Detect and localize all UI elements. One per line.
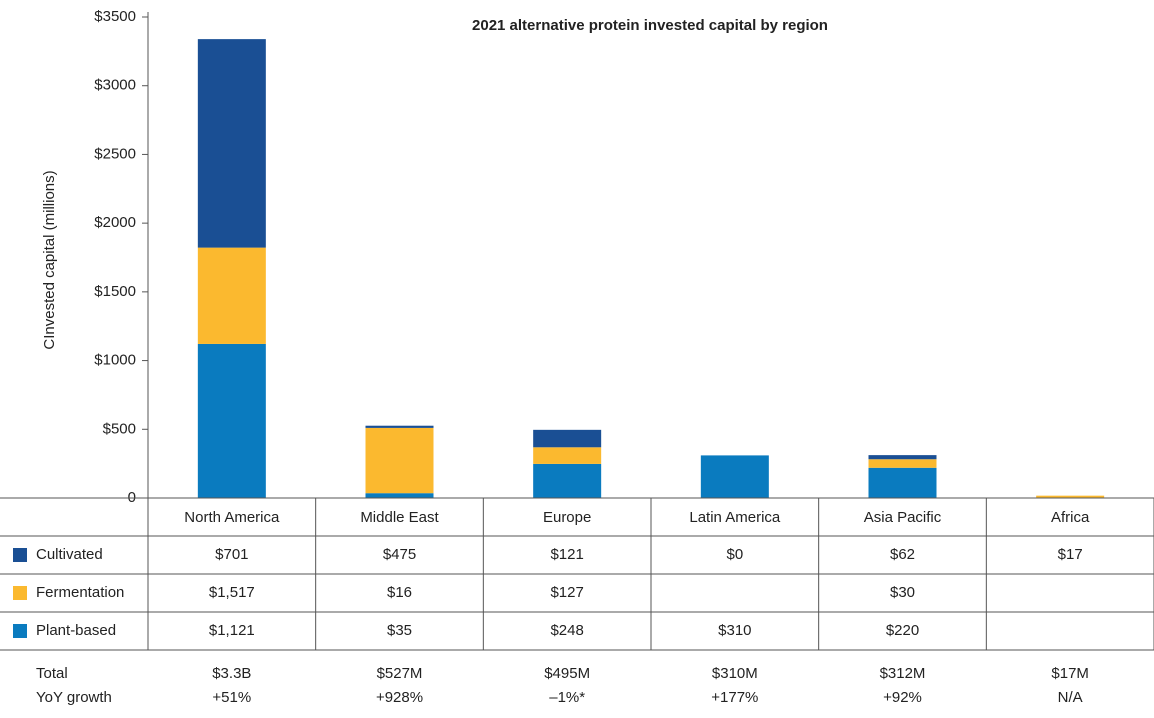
total: $312M (880, 665, 926, 682)
x-tick-label: Africa (1051, 509, 1090, 526)
growth: N/A (1058, 689, 1083, 706)
growth: +92% (883, 689, 922, 706)
bar-segment (365, 425, 434, 428)
table-cell: $30 (890, 584, 915, 601)
bar-segment (533, 447, 602, 464)
table-cell: $701 (215, 546, 248, 563)
x-tick-label: Europe (543, 509, 591, 526)
table-cell: $35 (387, 622, 412, 639)
x-tick-label: Middle East (360, 509, 439, 526)
table-cell: $475 (383, 546, 416, 563)
bar-segment (365, 493, 434, 498)
table-cell: $220 (886, 622, 919, 639)
table-cell: $127 (550, 584, 583, 601)
y-axis-label: CInvested capital (millions) (41, 170, 58, 349)
legend-swatch (13, 548, 27, 562)
y-tick-label: $500 (103, 420, 136, 437)
legend-swatch (13, 624, 27, 638)
growth: –1%* (549, 689, 585, 706)
total-label: Total (36, 665, 68, 682)
table-cell: $121 (550, 546, 583, 563)
legend-label: Plant-based (36, 622, 116, 639)
bar-segment (868, 455, 937, 460)
y-tick-label: $1500 (94, 283, 136, 300)
legend-swatch (13, 586, 27, 600)
table-cell: $1,517 (209, 584, 255, 601)
growth: +177% (711, 689, 758, 706)
growth: +928% (376, 689, 423, 706)
y-tick-label: $2500 (94, 145, 136, 162)
bar-segment (1036, 495, 1105, 498)
y-tick-label: $1000 (94, 352, 136, 369)
growth-label: YoY growth (36, 689, 112, 706)
total: $495M (544, 665, 590, 682)
bar-segment (533, 429, 602, 448)
legend-label: Fermentation (36, 584, 124, 601)
bar-segment (365, 427, 434, 494)
chart-title: 2021 alternative protein invested capita… (472, 17, 828, 34)
bar-segment (533, 463, 602, 498)
table-cell: $248 (550, 622, 583, 639)
total: $17M (1051, 665, 1089, 682)
table-cell: $0 (726, 546, 743, 563)
x-tick-label: North America (184, 509, 280, 526)
bar-segment (197, 39, 266, 248)
bar-segment (868, 467, 937, 498)
bar-segment (700, 455, 769, 498)
bar-segment (868, 459, 937, 468)
bar-segment (197, 247, 266, 344)
total: $310M (712, 665, 758, 682)
total: $527M (377, 665, 423, 682)
y-tick-label: 0 (128, 489, 136, 506)
bar-segment (197, 343, 266, 498)
growth: +51% (212, 689, 251, 706)
x-tick-label: Asia Pacific (864, 509, 942, 526)
table-cell: $1,121 (209, 622, 255, 639)
y-tick-label: $2000 (94, 214, 136, 231)
y-tick-label: $3500 (94, 8, 136, 25)
total: $3.3B (212, 665, 251, 682)
legend-label: Cultivated (36, 546, 103, 563)
table-cell: $17 (1058, 546, 1083, 563)
table-cell: $16 (387, 584, 412, 601)
table-cell: $62 (890, 546, 915, 563)
y-tick-label: $3000 (94, 77, 136, 94)
x-tick-label: Latin America (689, 509, 781, 526)
table-cell: $310 (718, 622, 751, 639)
